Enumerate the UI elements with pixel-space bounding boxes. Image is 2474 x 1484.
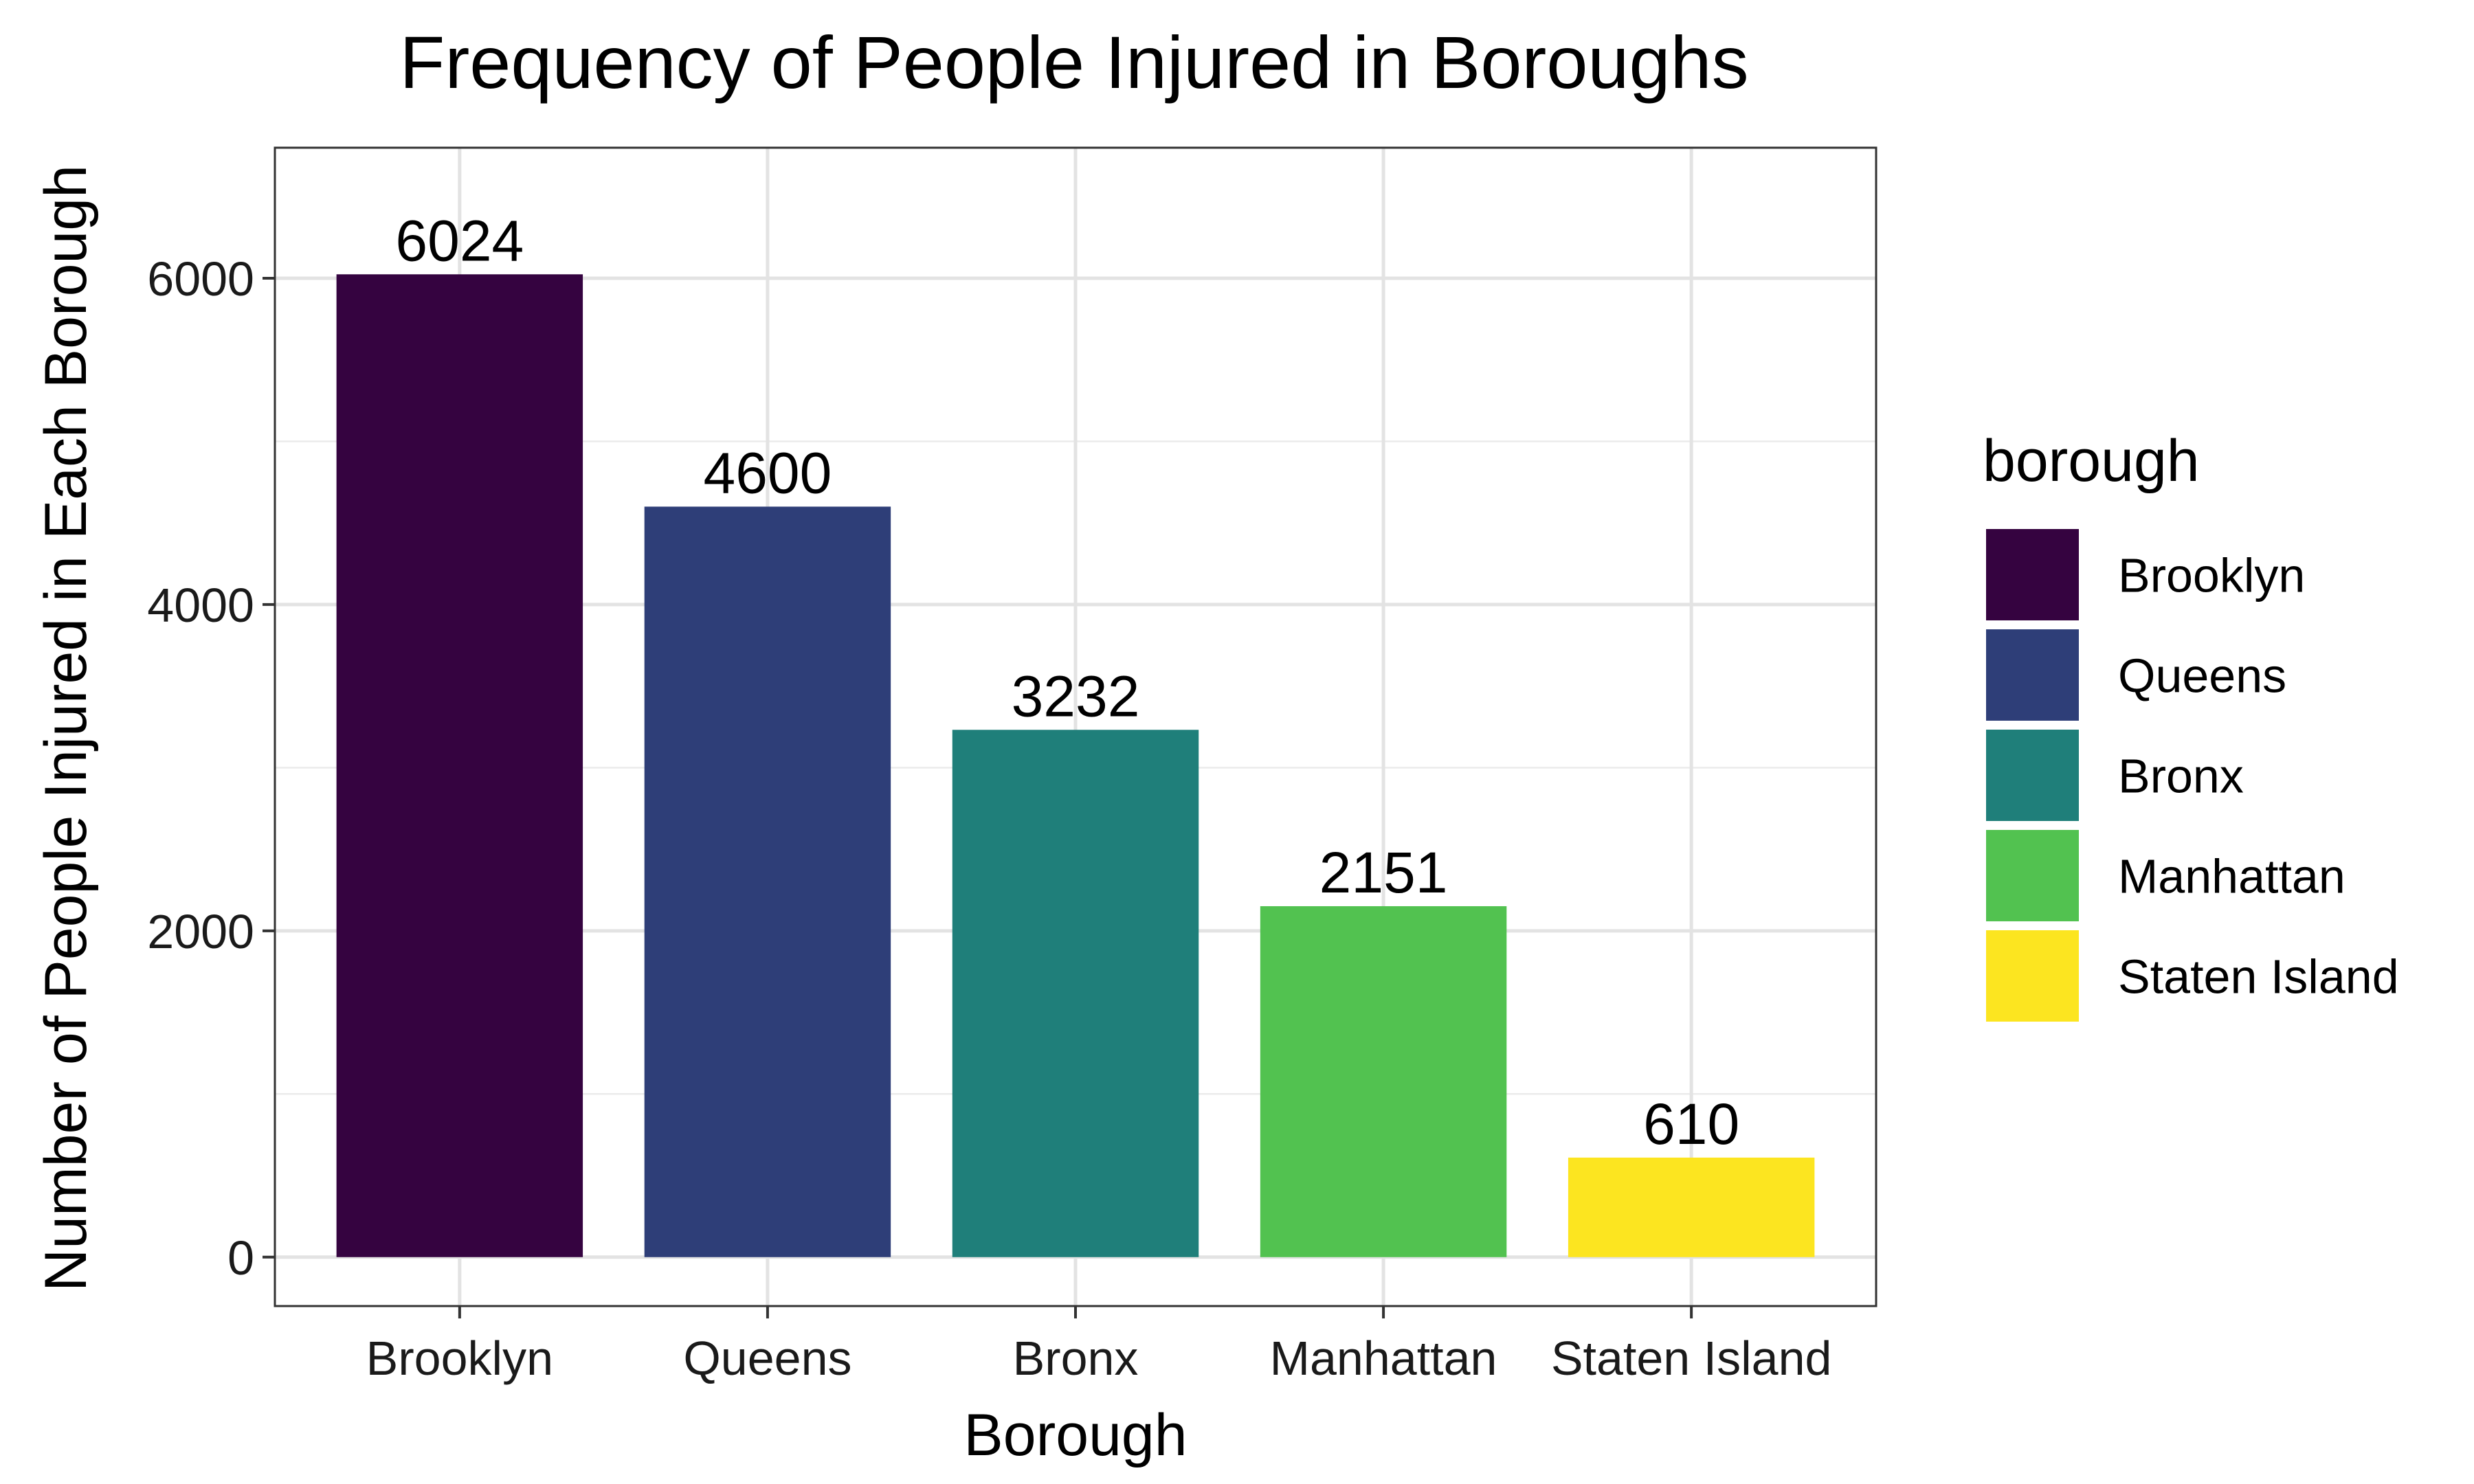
bar (952, 730, 1199, 1257)
bar (336, 274, 583, 1257)
bar (1260, 906, 1507, 1257)
x-tick-label: Bronx (1013, 1331, 1139, 1385)
legend-label: Manhattan (2118, 850, 2345, 903)
y-tick-label: 2000 (147, 905, 254, 958)
legend-label: Brooklyn (2118, 549, 2305, 603)
x-tick-label: Queens (683, 1331, 851, 1385)
legend: borough Brooklyn Queens Bronx Manhattan Stat… (1983, 428, 2399, 1022)
legend-label: Queens (2118, 649, 2286, 703)
legend-label: Staten Island (2118, 950, 2399, 1004)
bar-value-label: 2151 (1319, 840, 1448, 905)
legend-items: Brooklyn Queens Bronx Manhattan Staten Islan… (1986, 529, 2399, 1022)
x-axis: Brooklyn Queens Bronx Manhattan Staten Islan… (366, 1306, 1832, 1385)
legend-key (1986, 730, 2079, 821)
legend-key (1986, 930, 2079, 1022)
data-labels: 6024 4600 3232 2151 610 (395, 208, 1739, 1156)
legend-key (1986, 529, 2079, 620)
legend-label: Bronx (2118, 750, 2244, 803)
bar-value-label: 6024 (395, 208, 524, 273)
legend-key (1986, 629, 2079, 721)
bar-value-label: 4600 (703, 440, 832, 505)
x-tick-label: Manhattan (1270, 1331, 1497, 1385)
chart-title: Frequency of People Injured in Boroughs (399, 21, 1748, 104)
y-axis-title: Number of People Injured in Each Borough (33, 165, 99, 1292)
x-axis-title: Borough (963, 1402, 1187, 1468)
y-tick-label: 6000 (147, 252, 254, 306)
y-tick-label: 4000 (147, 578, 254, 632)
y-tick-label: 0 (227, 1231, 254, 1285)
bar-value-label: 610 (1643, 1092, 1739, 1156)
legend-key (1986, 830, 2079, 921)
y-axis: 0 2000 4000 6000 (147, 252, 275, 1285)
x-tick-label: Brooklyn (366, 1331, 553, 1385)
x-tick-label: Staten Island (1551, 1331, 1832, 1385)
bar-value-label: 3232 (1012, 664, 1140, 728)
bar (1568, 1157, 1815, 1257)
bar (644, 506, 891, 1257)
bars (336, 274, 1815, 1257)
legend-title: borough (1983, 428, 2200, 494)
